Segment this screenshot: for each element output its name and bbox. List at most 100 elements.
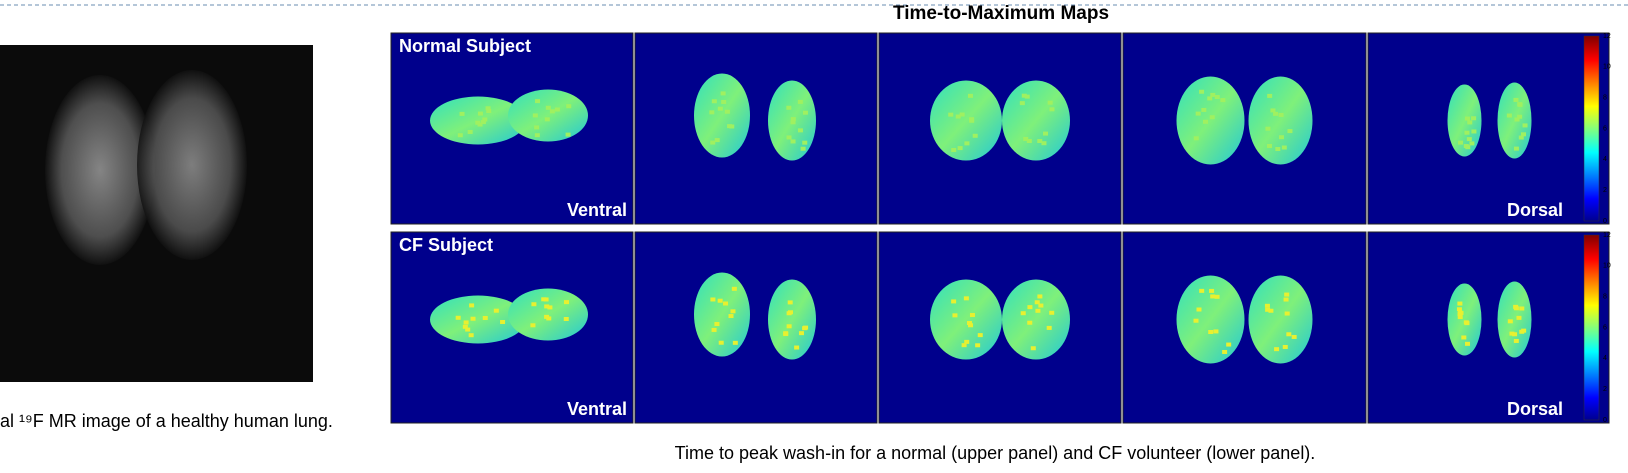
map-speckle [723,301,729,306]
map-speckle [1037,139,1043,144]
colorbar-tick: 10 [1603,64,1611,71]
map-speckle [797,99,803,104]
map-speckle [1521,132,1527,137]
colorbar-tick: 4 [1603,355,1607,362]
map-speckle [802,140,808,145]
map-speckle [1035,308,1041,313]
map-speckle [967,93,973,98]
map-speckle [1513,304,1519,309]
figure-caption: Time to peak wash-in for a normal (upper… [675,443,1316,463]
mr-lung [45,75,155,265]
map-speckle [952,313,958,318]
map-panel [1122,32,1367,225]
map-speckle [714,138,720,143]
map-speckle [975,343,981,348]
colorbar-tick: 12 [1603,232,1611,239]
map-speckle [531,302,537,307]
map-speckle [1464,116,1470,121]
map-speckle [783,331,789,336]
map-speckle [1464,130,1470,135]
lung-map [768,279,816,360]
map-speckle [1466,137,1472,142]
map-speckle [482,315,488,320]
map-speckle [717,298,723,303]
map-speckle [1464,341,1470,346]
map-speckle [964,141,970,146]
map-speckle [1518,135,1524,140]
map-speckle [545,105,551,110]
map-speckle [1199,288,1205,293]
map-speckle [963,296,969,301]
map-speckle [1023,136,1029,141]
map-speckle [1465,145,1471,150]
map-speckle [1471,129,1477,134]
map-speckle [564,300,570,305]
map-panel [1122,231,1367,424]
lung-map [1248,76,1313,165]
map-speckle [1522,123,1528,128]
map-speckle [1507,319,1513,324]
map-panel [634,231,878,424]
map-speckle [1471,116,1477,121]
map-speckle [480,120,486,125]
map-speckle [1282,344,1288,349]
map-speckle [1274,347,1280,352]
map-speckle [1196,307,1202,312]
map-speckle [457,133,463,138]
map-speckle [1193,136,1199,141]
map-speckle [459,111,465,116]
map-speckle [710,140,716,145]
map-speckle [544,117,550,122]
map-speckle [951,299,957,304]
map-speckle [1193,318,1199,323]
map-speckle [959,112,965,117]
lung-map [1176,76,1245,165]
map-speckle [1265,307,1271,312]
map-speckle [554,107,560,112]
colorbar-tick: 6 [1603,324,1607,331]
map-speckle [1208,330,1214,335]
lung-map [430,295,526,344]
row-label: Normal Subject [399,36,531,56]
lung-map [508,288,588,341]
end-label: Dorsal [1507,399,1563,419]
map-speckle [717,106,723,111]
map-speckle [500,319,506,324]
map-speckle [1049,310,1055,315]
map-speckle [1220,98,1226,103]
map-speckle [1020,311,1026,316]
map-speckle [462,324,468,329]
map-speckle [1267,93,1273,98]
map-speckle [493,308,499,313]
map-speckle [1467,120,1473,125]
colorbar [1583,234,1600,421]
lung-map [1447,84,1482,157]
colorbar-tick: 12 [1603,33,1611,40]
map-panel [634,32,878,225]
map-speckle [732,340,738,345]
map-speckle [1517,114,1523,119]
map-speckle [803,325,809,330]
map-speckle [1214,294,1220,299]
map-speckle [969,313,975,318]
map-speckle [1195,111,1201,116]
map-speckle [964,339,970,344]
map-speckle [790,139,796,144]
map-speckle [1043,131,1049,136]
figure-title: Time-to-Maximum Maps [893,3,1109,24]
map-speckle [565,132,571,137]
map-speckle [1222,349,1228,354]
colorbar-tick: 2 [1603,386,1607,393]
colorbar-tick: 8 [1603,294,1607,301]
map-speckle [966,321,972,326]
map-speckle [1030,346,1036,351]
map-speckle [786,135,792,140]
map-speckle [728,314,734,319]
map-speckle [549,109,555,114]
map-speckle [535,99,541,104]
colorbar-tick: 4 [1603,156,1607,163]
map-speckle [968,323,974,328]
map-speckle [730,309,736,314]
